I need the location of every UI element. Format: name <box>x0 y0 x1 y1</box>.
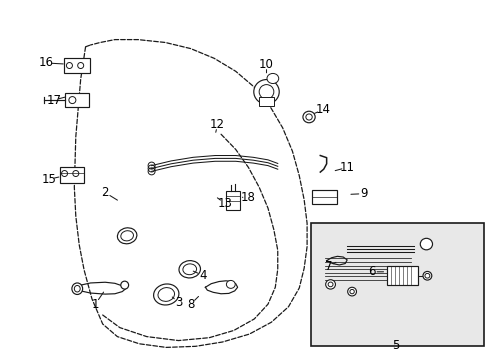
Ellipse shape <box>226 280 235 288</box>
Bar <box>310 223 483 346</box>
Bar <box>225 191 239 210</box>
Bar <box>63 58 90 73</box>
Ellipse shape <box>183 264 196 275</box>
Bar <box>60 167 84 183</box>
Ellipse shape <box>158 288 174 301</box>
Text: 18: 18 <box>241 191 255 204</box>
Bar <box>259 97 273 106</box>
Ellipse shape <box>422 271 431 280</box>
Ellipse shape <box>266 73 278 84</box>
Ellipse shape <box>121 231 133 241</box>
Ellipse shape <box>72 283 82 294</box>
Text: 5: 5 <box>391 339 399 352</box>
Ellipse shape <box>153 284 179 305</box>
Ellipse shape <box>347 287 356 296</box>
Bar <box>386 266 417 285</box>
Text: 4: 4 <box>199 269 206 282</box>
Text: 15: 15 <box>41 173 56 186</box>
Ellipse shape <box>303 111 315 123</box>
Ellipse shape <box>424 274 429 278</box>
Text: 16: 16 <box>39 57 54 69</box>
Text: 11: 11 <box>339 161 354 174</box>
Text: 17: 17 <box>46 94 61 107</box>
Text: 6: 6 <box>367 265 375 278</box>
Text: 8: 8 <box>186 298 194 311</box>
Bar <box>311 190 337 204</box>
Text: 13: 13 <box>217 197 232 210</box>
Ellipse shape <box>74 285 80 292</box>
Text: 12: 12 <box>210 118 224 131</box>
Text: 3: 3 <box>174 296 182 309</box>
Ellipse shape <box>121 281 128 289</box>
Ellipse shape <box>327 282 332 287</box>
Ellipse shape <box>253 80 279 104</box>
Text: 10: 10 <box>259 58 273 71</box>
Ellipse shape <box>117 228 137 244</box>
Text: 14: 14 <box>315 103 329 116</box>
Ellipse shape <box>305 114 312 120</box>
Ellipse shape <box>420 238 432 250</box>
Ellipse shape <box>325 280 335 289</box>
Text: 2: 2 <box>101 186 109 199</box>
Bar <box>64 93 89 107</box>
Ellipse shape <box>179 261 200 278</box>
Ellipse shape <box>349 289 353 294</box>
Ellipse shape <box>259 85 273 99</box>
Text: 7: 7 <box>324 260 332 273</box>
Text: 1: 1 <box>91 298 99 311</box>
Text: 9: 9 <box>360 187 367 200</box>
